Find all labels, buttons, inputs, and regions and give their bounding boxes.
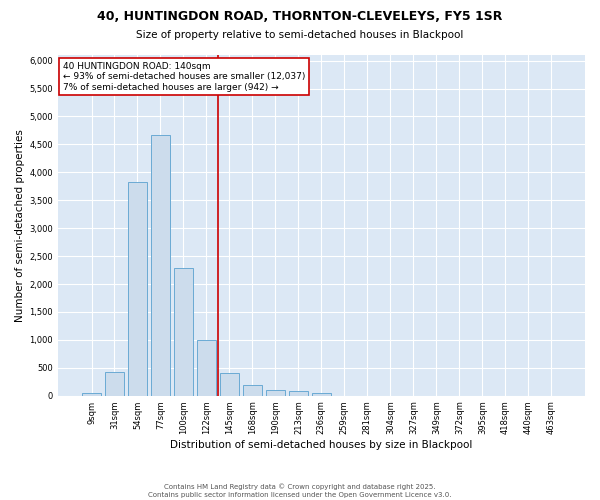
Bar — [151, 136, 170, 396]
Text: Size of property relative to semi-detached houses in Blackpool: Size of property relative to semi-detach… — [136, 30, 464, 40]
Bar — [82, 393, 101, 396]
Bar — [128, 182, 147, 396]
Bar — [289, 391, 308, 396]
Bar — [197, 340, 216, 396]
Text: 40 HUNTINGDON ROAD: 140sqm
← 93% of semi-detached houses are smaller (12,037)
7%: 40 HUNTINGDON ROAD: 140sqm ← 93% of semi… — [63, 62, 305, 92]
X-axis label: Distribution of semi-detached houses by size in Blackpool: Distribution of semi-detached houses by … — [170, 440, 473, 450]
Text: Contains HM Land Registry data © Crown copyright and database right 2025.
Contai: Contains HM Land Registry data © Crown c… — [148, 483, 452, 498]
Bar — [266, 390, 285, 396]
Y-axis label: Number of semi-detached properties: Number of semi-detached properties — [15, 129, 25, 322]
Bar — [173, 268, 193, 396]
Bar — [311, 392, 331, 396]
Bar — [105, 372, 124, 396]
Bar — [220, 374, 239, 396]
Text: 40, HUNTINGDON ROAD, THORNTON-CLEVELEYS, FY5 1SR: 40, HUNTINGDON ROAD, THORNTON-CLEVELEYS,… — [97, 10, 503, 23]
Bar — [242, 384, 262, 396]
